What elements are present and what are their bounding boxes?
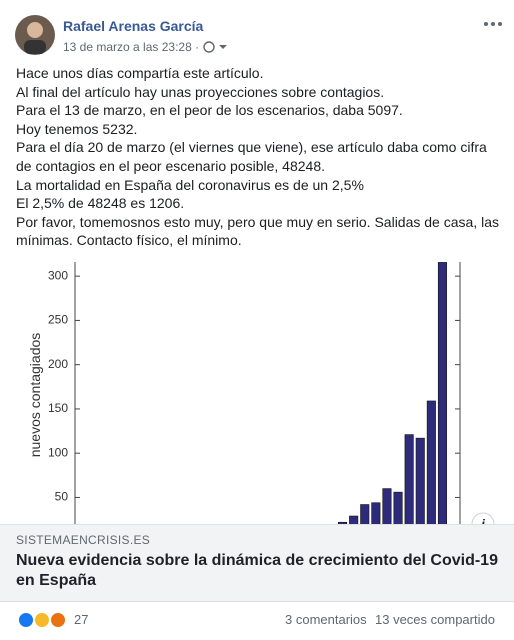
svg-text:i: i bbox=[481, 516, 485, 524]
body-line: Para el 13 de marzo, en el peor de los e… bbox=[16, 102, 403, 119]
body-line: Para el día 20 de marzo (el viernes que … bbox=[16, 139, 487, 156]
globe-icon bbox=[203, 41, 215, 53]
audience-dropdown[interactable] bbox=[219, 45, 227, 49]
body-line: La mortalidad en España del coronavirus … bbox=[16, 176, 364, 193]
link-title-line: Nueva evidencia sobre la dinámica de cre… bbox=[16, 552, 498, 569]
body-line: Al final del artículo hay unas proyeccio… bbox=[16, 83, 385, 100]
body-line: Hace unos días compartía este artículo. bbox=[16, 65, 264, 81]
info-button[interactable] bbox=[471, 512, 495, 524]
timestamp[interactable]: 13 de marzo a las 23:28 · bbox=[63, 40, 200, 54]
bar bbox=[404, 434, 414, 524]
y-tick-label: 150 bbox=[48, 401, 68, 415]
link-title-line: en España bbox=[16, 572, 97, 589]
link-preview[interactable] bbox=[0, 524, 514, 602]
link-domain: SISTEMAENCRISIS.ES bbox=[16, 533, 151, 547]
bar bbox=[426, 400, 436, 524]
y-axis-label: nuevos contagiados bbox=[27, 333, 43, 458]
bar bbox=[382, 488, 392, 524]
reaction-icons[interactable] bbox=[0, 608, 80, 632]
bar bbox=[349, 515, 359, 524]
y-tick-label: 250 bbox=[48, 313, 68, 327]
author-name[interactable]: Rafael Arenas García bbox=[63, 18, 204, 34]
body-line: de contagios en el peor escenario posibl… bbox=[16, 157, 325, 174]
chart-image[interactable]: nuevos contagiados i 50 100 150 200 250 300 bbox=[0, 262, 514, 524]
bar bbox=[338, 521, 348, 524]
bar bbox=[437, 262, 447, 524]
more-options[interactable] bbox=[484, 22, 502, 26]
body-line: mínimas. Contacto físico, el mínimo. bbox=[16, 232, 242, 249]
post-body: Hace unos días compartía este artículo. A… bbox=[16, 64, 499, 250]
bar bbox=[415, 437, 425, 524]
body-line: Hoy tenemos 5232. bbox=[16, 120, 138, 137]
share-count[interactable]: 13 veces compartido bbox=[375, 612, 495, 627]
link-title[interactable]: Nueva evidencia sobre la dinámica de cre… bbox=[16, 551, 498, 591]
bar bbox=[393, 491, 403, 524]
bar bbox=[371, 502, 381, 524]
body-line: Por favor, tomemosnos esto muy, pero que… bbox=[16, 213, 499, 230]
y-tick-label: 50 bbox=[55, 490, 69, 504]
body-line: El 2,5% de 48248 es 1206. bbox=[16, 195, 185, 212]
comment-count[interactable]: 3 comentarios bbox=[285, 612, 367, 627]
y-tick-label: 300 bbox=[48, 268, 68, 282]
y-tick-label: 200 bbox=[48, 357, 68, 371]
header-graphics bbox=[15, 15, 502, 55]
reaction-count[interactable]: 27 bbox=[74, 612, 89, 627]
bar bbox=[360, 504, 370, 524]
y-tick-label: 100 bbox=[48, 445, 68, 459]
